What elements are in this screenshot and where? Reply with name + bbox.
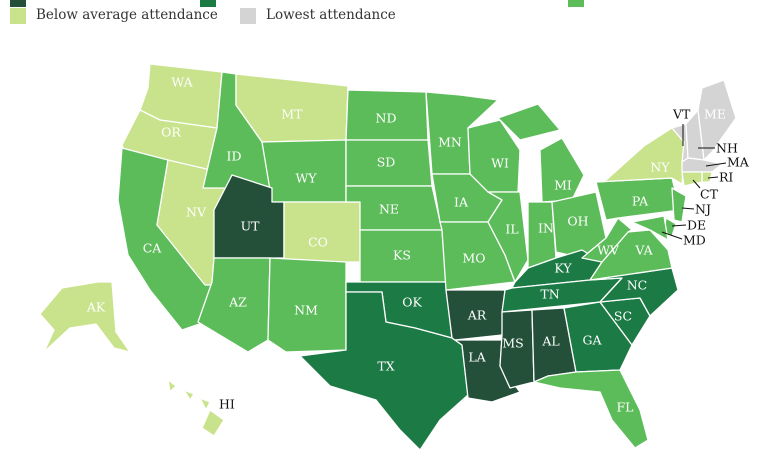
- state-TX[interactable]: [299, 291, 469, 451]
- leader-NJ: [681, 207, 695, 210]
- label-RI: RI: [719, 170, 733, 185]
- label-NY: NY: [650, 160, 670, 175]
- label-NE: NE: [379, 202, 399, 217]
- state-IL[interactable]: [487, 191, 529, 283]
- legend-swatch-highest: [10, 0, 26, 7]
- label-HI: HI: [219, 397, 235, 412]
- state-AK[interactable]: [39, 281, 131, 353]
- state-RI[interactable]: [701, 171, 713, 183]
- label-OK: OK: [402, 295, 422, 310]
- label-WA: WA: [171, 75, 193, 90]
- label-WY: WY: [295, 171, 317, 186]
- label-AL: AL: [541, 334, 559, 349]
- state-FL[interactable]: [533, 369, 649, 449]
- label-MD: MD: [683, 233, 706, 248]
- leader-CT: [692, 179, 701, 189]
- label-SD: SD: [377, 155, 396, 170]
- state-NJ[interactable]: [671, 187, 687, 223]
- leader-MD: [661, 231, 683, 240]
- label-AR: AR: [467, 308, 487, 323]
- state-NY[interactable]: [595, 127, 685, 185]
- label-TX: TX: [377, 359, 394, 374]
- label-ID: ID: [227, 149, 242, 164]
- legend-swatch-below: [10, 8, 26, 24]
- label-ME: ME: [704, 107, 726, 122]
- label-TN: TN: [540, 287, 559, 302]
- state-AR[interactable]: [445, 289, 506, 341]
- label-MO: MO: [462, 251, 485, 266]
- label-MA: MA: [727, 155, 750, 170]
- state-MI[interactable]: [497, 103, 585, 203]
- label-NH: NH: [716, 141, 738, 156]
- label-KY: KY: [554, 261, 572, 276]
- label-SC: SC: [614, 309, 632, 324]
- label-WV: WV: [597, 243, 620, 258]
- label-IL: IL: [505, 222, 518, 237]
- label-IA: IA: [454, 195, 469, 210]
- label-CT: CT: [700, 187, 719, 202]
- state-CO[interactable]: [283, 201, 361, 263]
- label-NM: NM: [294, 303, 318, 318]
- label-UT: UT: [241, 219, 261, 234]
- state-HI[interactable]: [167, 379, 225, 437]
- label-GA: GA: [582, 333, 602, 348]
- label-AK: AK: [86, 300, 106, 315]
- label-MT: MT: [281, 107, 303, 122]
- label-LA: LA: [468, 350, 486, 365]
- label-ND: ND: [376, 111, 397, 126]
- label-IN: IN: [538, 221, 554, 236]
- label-PA: PA: [632, 194, 649, 209]
- label-DE: DE: [687, 218, 706, 233]
- label-CA: CA: [143, 241, 163, 256]
- legend-swatch-above: [200, 0, 216, 7]
- label-KS: KS: [393, 248, 411, 263]
- state-MD[interactable]: [631, 215, 669, 241]
- label-NJ: NJ: [695, 202, 711, 217]
- state-GA[interactable]: [563, 301, 633, 373]
- legend-label-below: Below average attendance: [36, 7, 218, 23]
- leader-DE: [671, 224, 687, 227]
- leader-MA: [705, 162, 727, 167]
- legend-label-lowest: Lowest attendance: [266, 7, 396, 23]
- state-NM[interactable]: [267, 257, 347, 353]
- label-MS: MS: [502, 336, 523, 351]
- label-NC: NC: [627, 278, 648, 293]
- label-MI: MI: [554, 178, 572, 193]
- leader-RI: [707, 176, 719, 179]
- state-WV[interactable]: [581, 217, 633, 263]
- label-OH: OH: [567, 214, 588, 229]
- label-MN: MN: [438, 135, 462, 150]
- legend: Below average attendance Lowest attendan…: [0, 0, 778, 30]
- legend-swatch-lowest: [240, 8, 256, 24]
- label-FL: FL: [617, 400, 634, 415]
- label-OR: OR: [161, 125, 181, 140]
- label-CO: CO: [308, 235, 328, 250]
- label-NV: NV: [186, 205, 207, 220]
- label-VA: VA: [634, 243, 653, 258]
- legend-swatch-average: [568, 0, 584, 7]
- state-CT[interactable]: [681, 171, 703, 187]
- label-VT: VT: [672, 107, 691, 122]
- label-WI: WI: [491, 156, 509, 171]
- state-NC[interactable]: [589, 267, 679, 317]
- label-AZ: AZ: [228, 295, 247, 310]
